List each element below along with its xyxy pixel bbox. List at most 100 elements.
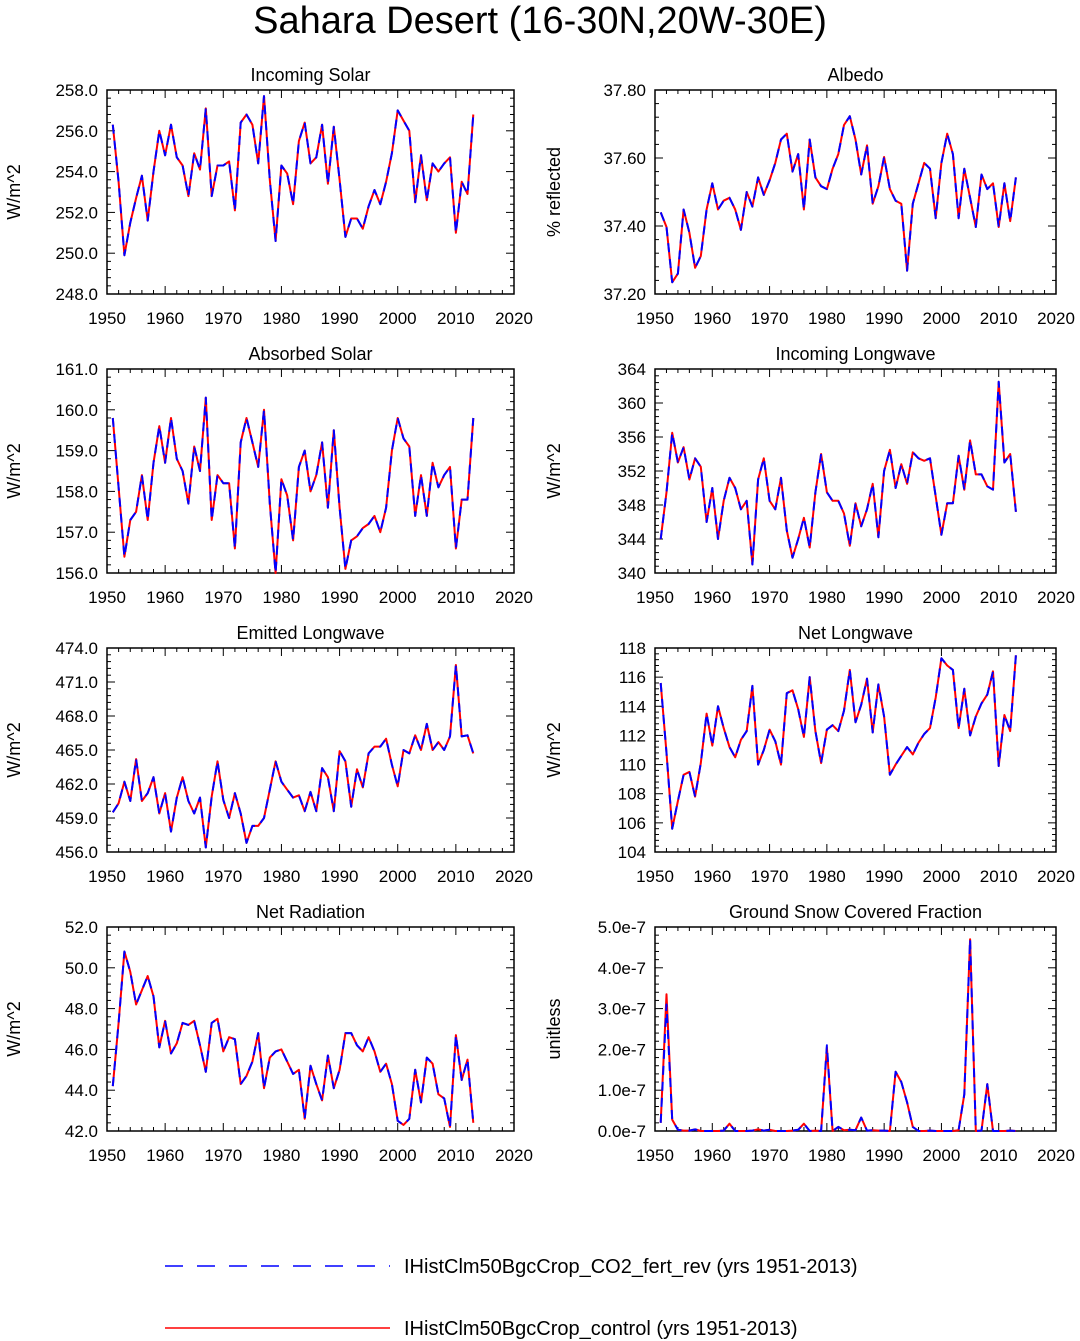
y-tick-label: 44.0 — [65, 1081, 98, 1100]
x-tick-label: 1990 — [321, 588, 359, 607]
y-tick-label: 157.0 — [55, 523, 98, 542]
panel-title: Albedo — [827, 65, 883, 85]
legend-label: IHistClm50BgcCrop_control (yrs 1951-2013… — [404, 1318, 798, 1340]
y-tick-label: 37.80 — [603, 81, 646, 100]
y-tick-label: 52.0 — [65, 918, 98, 937]
y-tick-label: 252.0 — [55, 203, 98, 222]
x-tick-label: 1990 — [865, 588, 903, 607]
y-tick-label: 465.0 — [55, 741, 98, 760]
series-line-control — [111, 950, 475, 1128]
x-tick-label: 2000 — [379, 867, 417, 886]
series-line-control — [659, 938, 1016, 1132]
series-line-co2-fert-rev — [111, 950, 475, 1128]
x-tick-label: 1950 — [88, 588, 126, 607]
y-tick-label: 360 — [618, 394, 646, 413]
y-tick-label: 471.0 — [55, 673, 98, 692]
y-tick-label: 258.0 — [55, 81, 98, 100]
y-tick-label: 340 — [618, 564, 646, 583]
y-tick-label: 474.0 — [55, 639, 98, 658]
x-tick-label: 1980 — [808, 867, 846, 886]
x-tick-label: 1950 — [88, 867, 126, 886]
x-tick-label: 2020 — [1037, 588, 1075, 607]
y-tick-label: 48.0 — [65, 1000, 98, 1019]
plot-frame — [654, 647, 1057, 853]
y-tick-label: 344 — [618, 530, 646, 549]
x-tick-label: 1990 — [321, 867, 359, 886]
x-tick-label: 1960 — [146, 1146, 184, 1165]
y-tick-label: 37.40 — [603, 217, 646, 236]
panel-incoming-longwave: 1950 1960 1970 1980 1990 2000 2010 2020 340 344 34… — [544, 344, 1075, 607]
x-tick-label: 1950 — [636, 867, 674, 886]
y-tick-label: 250.0 — [55, 244, 98, 263]
y-tick-label: 456.0 — [55, 843, 98, 862]
panel-emitted-longwave: 1950 1960 1970 1980 1990 2000 2010 2020 456.0 459… — [4, 623, 533, 886]
y-tick-label: 5.0e-7 — [598, 918, 646, 937]
x-tick-label: 1960 — [693, 1146, 731, 1165]
y-axis-label: W/m^2 — [4, 722, 24, 777]
series-line-co2-fert-rev — [659, 938, 1016, 1132]
y-tick-label: 108 — [618, 785, 646, 804]
y-tick-label: 160.0 — [55, 401, 98, 420]
x-tick-label: 1990 — [865, 1146, 903, 1165]
x-tick-label: 2000 — [923, 309, 961, 328]
x-tick-label: 2010 — [980, 867, 1018, 886]
y-axis-label: W/m^2 — [4, 164, 24, 219]
y-tick-label: 161.0 — [55, 360, 98, 379]
x-tick-label: 1960 — [146, 588, 184, 607]
x-tick-label: 2020 — [1037, 867, 1075, 886]
x-tick-label: 2020 — [1037, 1146, 1075, 1165]
panel-title: Incoming Solar — [250, 65, 370, 85]
x-tick-label: 2010 — [980, 1146, 1018, 1165]
x-tick-label: 2010 — [980, 309, 1018, 328]
panel-net-longwave: 1950 1960 1970 1980 1990 2000 2010 2020 104 106 10… — [544, 623, 1075, 886]
panel-ground-snow-covered-fraction: 1950 1960 1970 1980 1990 2000 2010 2020 0.0e-7 1.… — [544, 902, 1075, 1165]
x-tick-label: 2010 — [437, 1146, 475, 1165]
x-tick-label: 1960 — [693, 588, 731, 607]
y-tick-label: 248.0 — [55, 285, 98, 304]
y-axis-label: W/m^2 — [544, 443, 564, 498]
series-line-co2-fert-rev — [111, 664, 475, 849]
x-tick-label: 1970 — [751, 309, 789, 328]
series-line-co2-fert-rev — [659, 380, 1017, 566]
y-tick-label: 348 — [618, 496, 646, 515]
x-tick-label: 1970 — [751, 867, 789, 886]
x-tick-label: 1990 — [321, 1146, 359, 1165]
x-tick-label: 1980 — [263, 309, 301, 328]
x-tick-label: 2020 — [495, 1146, 533, 1165]
x-tick-label: 1970 — [204, 588, 242, 607]
x-tick-label: 2010 — [437, 588, 475, 607]
y-tick-label: 42.0 — [65, 1122, 98, 1141]
x-tick-label: 1960 — [693, 867, 731, 886]
panel-albedo: 1950 1960 1970 1980 1990 2000 2010 2020 37.20 37.… — [544, 65, 1075, 328]
legend: IHistClm50BgcCrop_CO2_fert_rev (yrs 1951… — [165, 1256, 858, 1340]
y-tick-label: 462.0 — [55, 775, 98, 794]
x-tick-label: 1980 — [263, 588, 301, 607]
legend-label: IHistClm50BgcCrop_CO2_fert_rev (yrs 1951… — [404, 1256, 858, 1278]
x-tick-label: 1990 — [865, 867, 903, 886]
y-tick-label: 116 — [619, 668, 646, 687]
plot-frame — [106, 368, 515, 574]
x-tick-label: 2020 — [495, 867, 533, 886]
series-line-control — [111, 664, 475, 849]
y-tick-label: 158.0 — [55, 482, 98, 501]
y-tick-label: 110 — [619, 756, 646, 775]
x-tick-label: 2010 — [437, 867, 475, 886]
series-line-control — [659, 655, 1017, 830]
y-tick-label: 352 — [618, 462, 646, 481]
y-tick-label: 37.60 — [603, 149, 646, 168]
y-tick-label: 3.0e-7 — [598, 1000, 646, 1019]
x-tick-label: 2020 — [495, 309, 533, 328]
y-tick-label: 4.0e-7 — [598, 959, 646, 978]
x-tick-label: 2000 — [379, 1146, 417, 1165]
y-tick-label: 37.20 — [603, 285, 646, 304]
x-tick-label: 1970 — [204, 309, 242, 328]
series-line-co2-fert-rev — [111, 396, 475, 574]
y-axis-label: % reflected — [544, 147, 564, 237]
x-tick-label: 1980 — [263, 867, 301, 886]
y-tick-label: 459.0 — [55, 809, 98, 828]
panel-title: Ground Snow Covered Fraction — [729, 902, 982, 922]
series-line-control — [659, 380, 1017, 566]
plot-frame — [106, 89, 515, 295]
